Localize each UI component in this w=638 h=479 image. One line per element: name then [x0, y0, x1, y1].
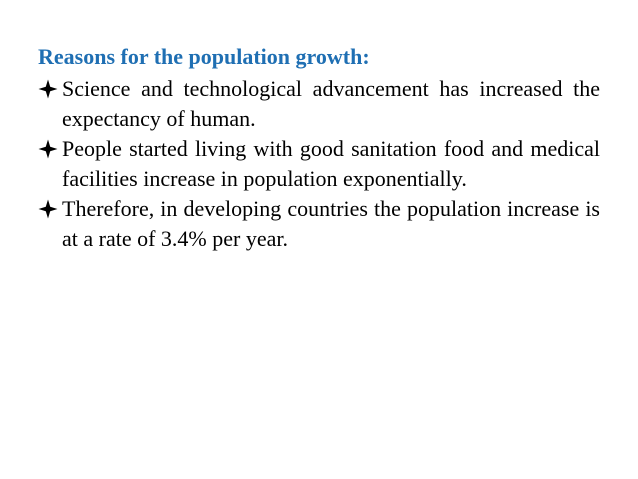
bullet-text: People started living with good sanitati…: [62, 136, 600, 191]
diamond-bullet-icon: [38, 74, 60, 104]
bullet-text: Science and technological advancement ha…: [62, 76, 600, 131]
bullet-item: People started living with good sanitati…: [38, 134, 600, 194]
diamond-bullet-icon: [38, 194, 60, 224]
bullet-item: Therefore, in developing countries the p…: [38, 194, 600, 254]
diamond-bullet-icon: [38, 134, 60, 164]
bullet-text: Therefore, in developing countries the p…: [62, 196, 600, 251]
slide-heading: Reasons for the population growth:: [38, 44, 370, 69]
slide-content: Reasons for the population growth: Scien…: [38, 42, 600, 254]
bullet-item: Science and technological advancement ha…: [38, 74, 600, 134]
